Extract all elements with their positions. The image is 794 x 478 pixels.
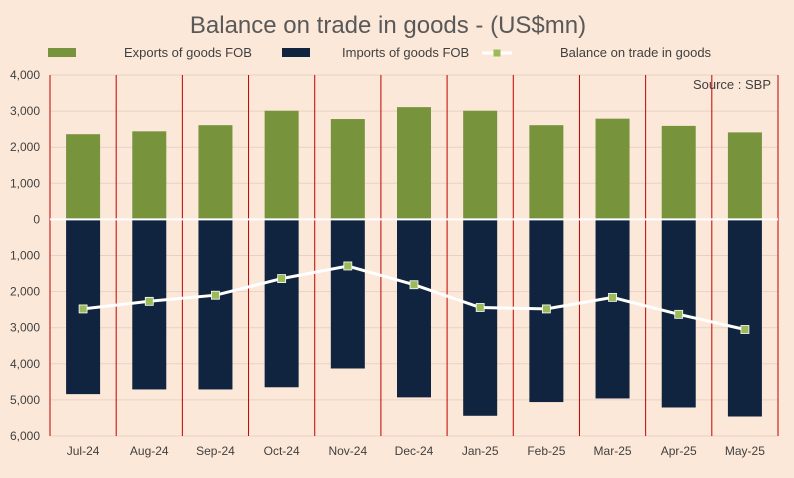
bar-imports-4 xyxy=(330,219,365,369)
bar-exports-4 xyxy=(330,119,365,220)
bar-exports-2 xyxy=(198,125,233,220)
bar-exports-9 xyxy=(661,125,696,220)
ytick-label-7: 3,000 xyxy=(10,321,40,335)
xtick-label-0: Jul-24 xyxy=(67,444,100,458)
ytick-label-9: 5,000 xyxy=(10,393,40,407)
plot-area: 4,000 3,000 2,000 1,000 0 1,000 2,000 3,000 4,00… xyxy=(10,68,779,458)
bar-exports-3 xyxy=(264,110,299,220)
ytick-label-0: 4,000 xyxy=(10,68,40,82)
bar-exports-6 xyxy=(463,110,498,220)
bar-imports-2 xyxy=(198,219,233,390)
bar-exports-8 xyxy=(595,118,630,220)
xtick-label-3: Oct-24 xyxy=(264,444,300,458)
xtick-label-8: Mar-25 xyxy=(594,444,632,458)
ytick-label-2: 2,000 xyxy=(10,140,40,154)
point-balance-9 xyxy=(674,309,684,319)
bar-imports-10 xyxy=(727,219,762,417)
xtick-label-2: Sep-24 xyxy=(196,444,235,458)
point-balance-7 xyxy=(541,304,551,314)
xtick-label-10: May-25 xyxy=(725,444,765,458)
point-balance-10 xyxy=(740,325,750,334)
bar-exports-0 xyxy=(66,134,101,220)
xtick-label-5: Dec-24 xyxy=(395,444,434,458)
bar-imports-5 xyxy=(397,219,431,398)
legend-label-imports: Imports of goods FOB xyxy=(342,45,469,60)
bar-imports-8 xyxy=(595,219,630,399)
point-balance-0 xyxy=(78,304,88,314)
bar-exports-7 xyxy=(529,125,564,220)
ytick-label-6: 2,000 xyxy=(10,285,40,299)
source-note: Source : SBP xyxy=(693,77,771,92)
point-balance-4 xyxy=(343,261,353,271)
ytick-label-4: 0 xyxy=(33,212,40,226)
xtick-label-9: Apr-25 xyxy=(661,444,697,458)
legend-swatch-imports xyxy=(282,48,310,57)
ytick-label-8: 4,000 xyxy=(10,357,40,371)
ytick-label-5: 1,000 xyxy=(10,249,40,263)
ytick-label-1: 3,000 xyxy=(10,104,40,118)
point-balance-8 xyxy=(608,292,617,302)
legend-label-balance: Balance on trade in goods xyxy=(560,45,712,60)
point-balance-1 xyxy=(144,296,154,306)
point-balance-5 xyxy=(409,280,419,290)
xtick-label-6: Jan-25 xyxy=(462,444,499,458)
bar-exports-5 xyxy=(397,107,431,220)
bar-exports-1 xyxy=(132,131,167,220)
legend-label-exports: Exports of goods FOB xyxy=(124,45,252,60)
legend-swatch-exports xyxy=(48,48,76,57)
legend: Exports of goods FOB Imports of goods FO… xyxy=(48,45,712,60)
bar-imports-3 xyxy=(264,219,299,388)
ytick-label-3: 1,000 xyxy=(10,176,40,190)
xtick-label-4: Nov-24 xyxy=(328,444,367,458)
legend-swatch-balance-marker xyxy=(493,49,501,57)
xtick-label-1: Aug-24 xyxy=(130,444,169,458)
point-balance-2 xyxy=(211,290,220,300)
bar-exports-10 xyxy=(727,132,762,220)
point-balance-3 xyxy=(277,274,287,284)
ytick-label-10: 6,000 xyxy=(10,429,40,443)
point-balance-6 xyxy=(475,303,485,312)
bar-imports-6 xyxy=(463,219,498,416)
xtick-label-7: Feb-25 xyxy=(527,444,565,458)
chart-title: Balance on trade in goods - (US$mn) xyxy=(190,12,586,39)
